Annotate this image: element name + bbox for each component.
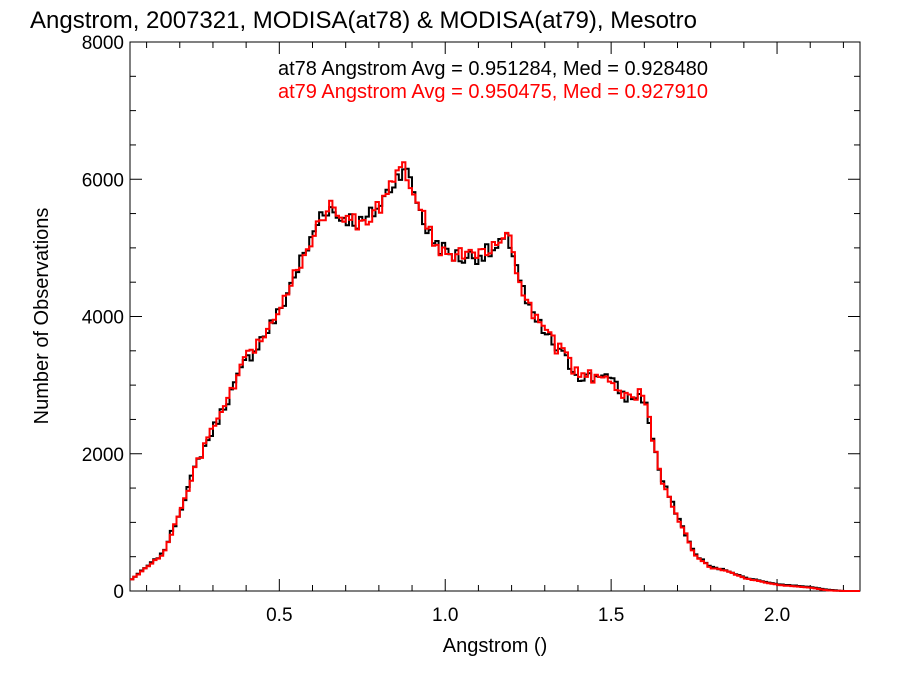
x-tick-label: 2.0 — [764, 605, 790, 626]
y-axis: 0 2000 4000 6000 8000 — [82, 33, 860, 603]
y-axis-label: Number of Observations — [31, 208, 53, 425]
x-axis: 0.5 1.0 1.5 2.0 — [146, 42, 844, 626]
y-tick-label: 0 — [113, 582, 124, 603]
y-tick-label: 4000 — [82, 308, 124, 329]
y-tick-label: 8000 — [82, 33, 124, 54]
plot-frame — [129, 41, 861, 592]
series-line-1 — [130, 161, 860, 592]
y-tick-label: 6000 — [82, 170, 124, 191]
annotation-at79: at79 Angstrom Avg = 0.950475, Med = 0.92… — [278, 81, 708, 103]
x-tick-label: 0.5 — [266, 605, 292, 626]
chart-title: Angstrom, 2007321, MODISA(at78) & MODISA… — [30, 7, 697, 34]
y-tick-label: 2000 — [82, 445, 124, 466]
x-tick-label: 1.5 — [598, 605, 624, 626]
series-line-0 — [130, 167, 860, 592]
series-layer — [130, 161, 860, 592]
x-axis-label: Angstrom () — [443, 635, 547, 657]
annotation-at78: at78 Angstrom Avg = 0.951284, Med = 0.92… — [278, 58, 708, 80]
x-tick-label: 1.0 — [432, 605, 458, 626]
